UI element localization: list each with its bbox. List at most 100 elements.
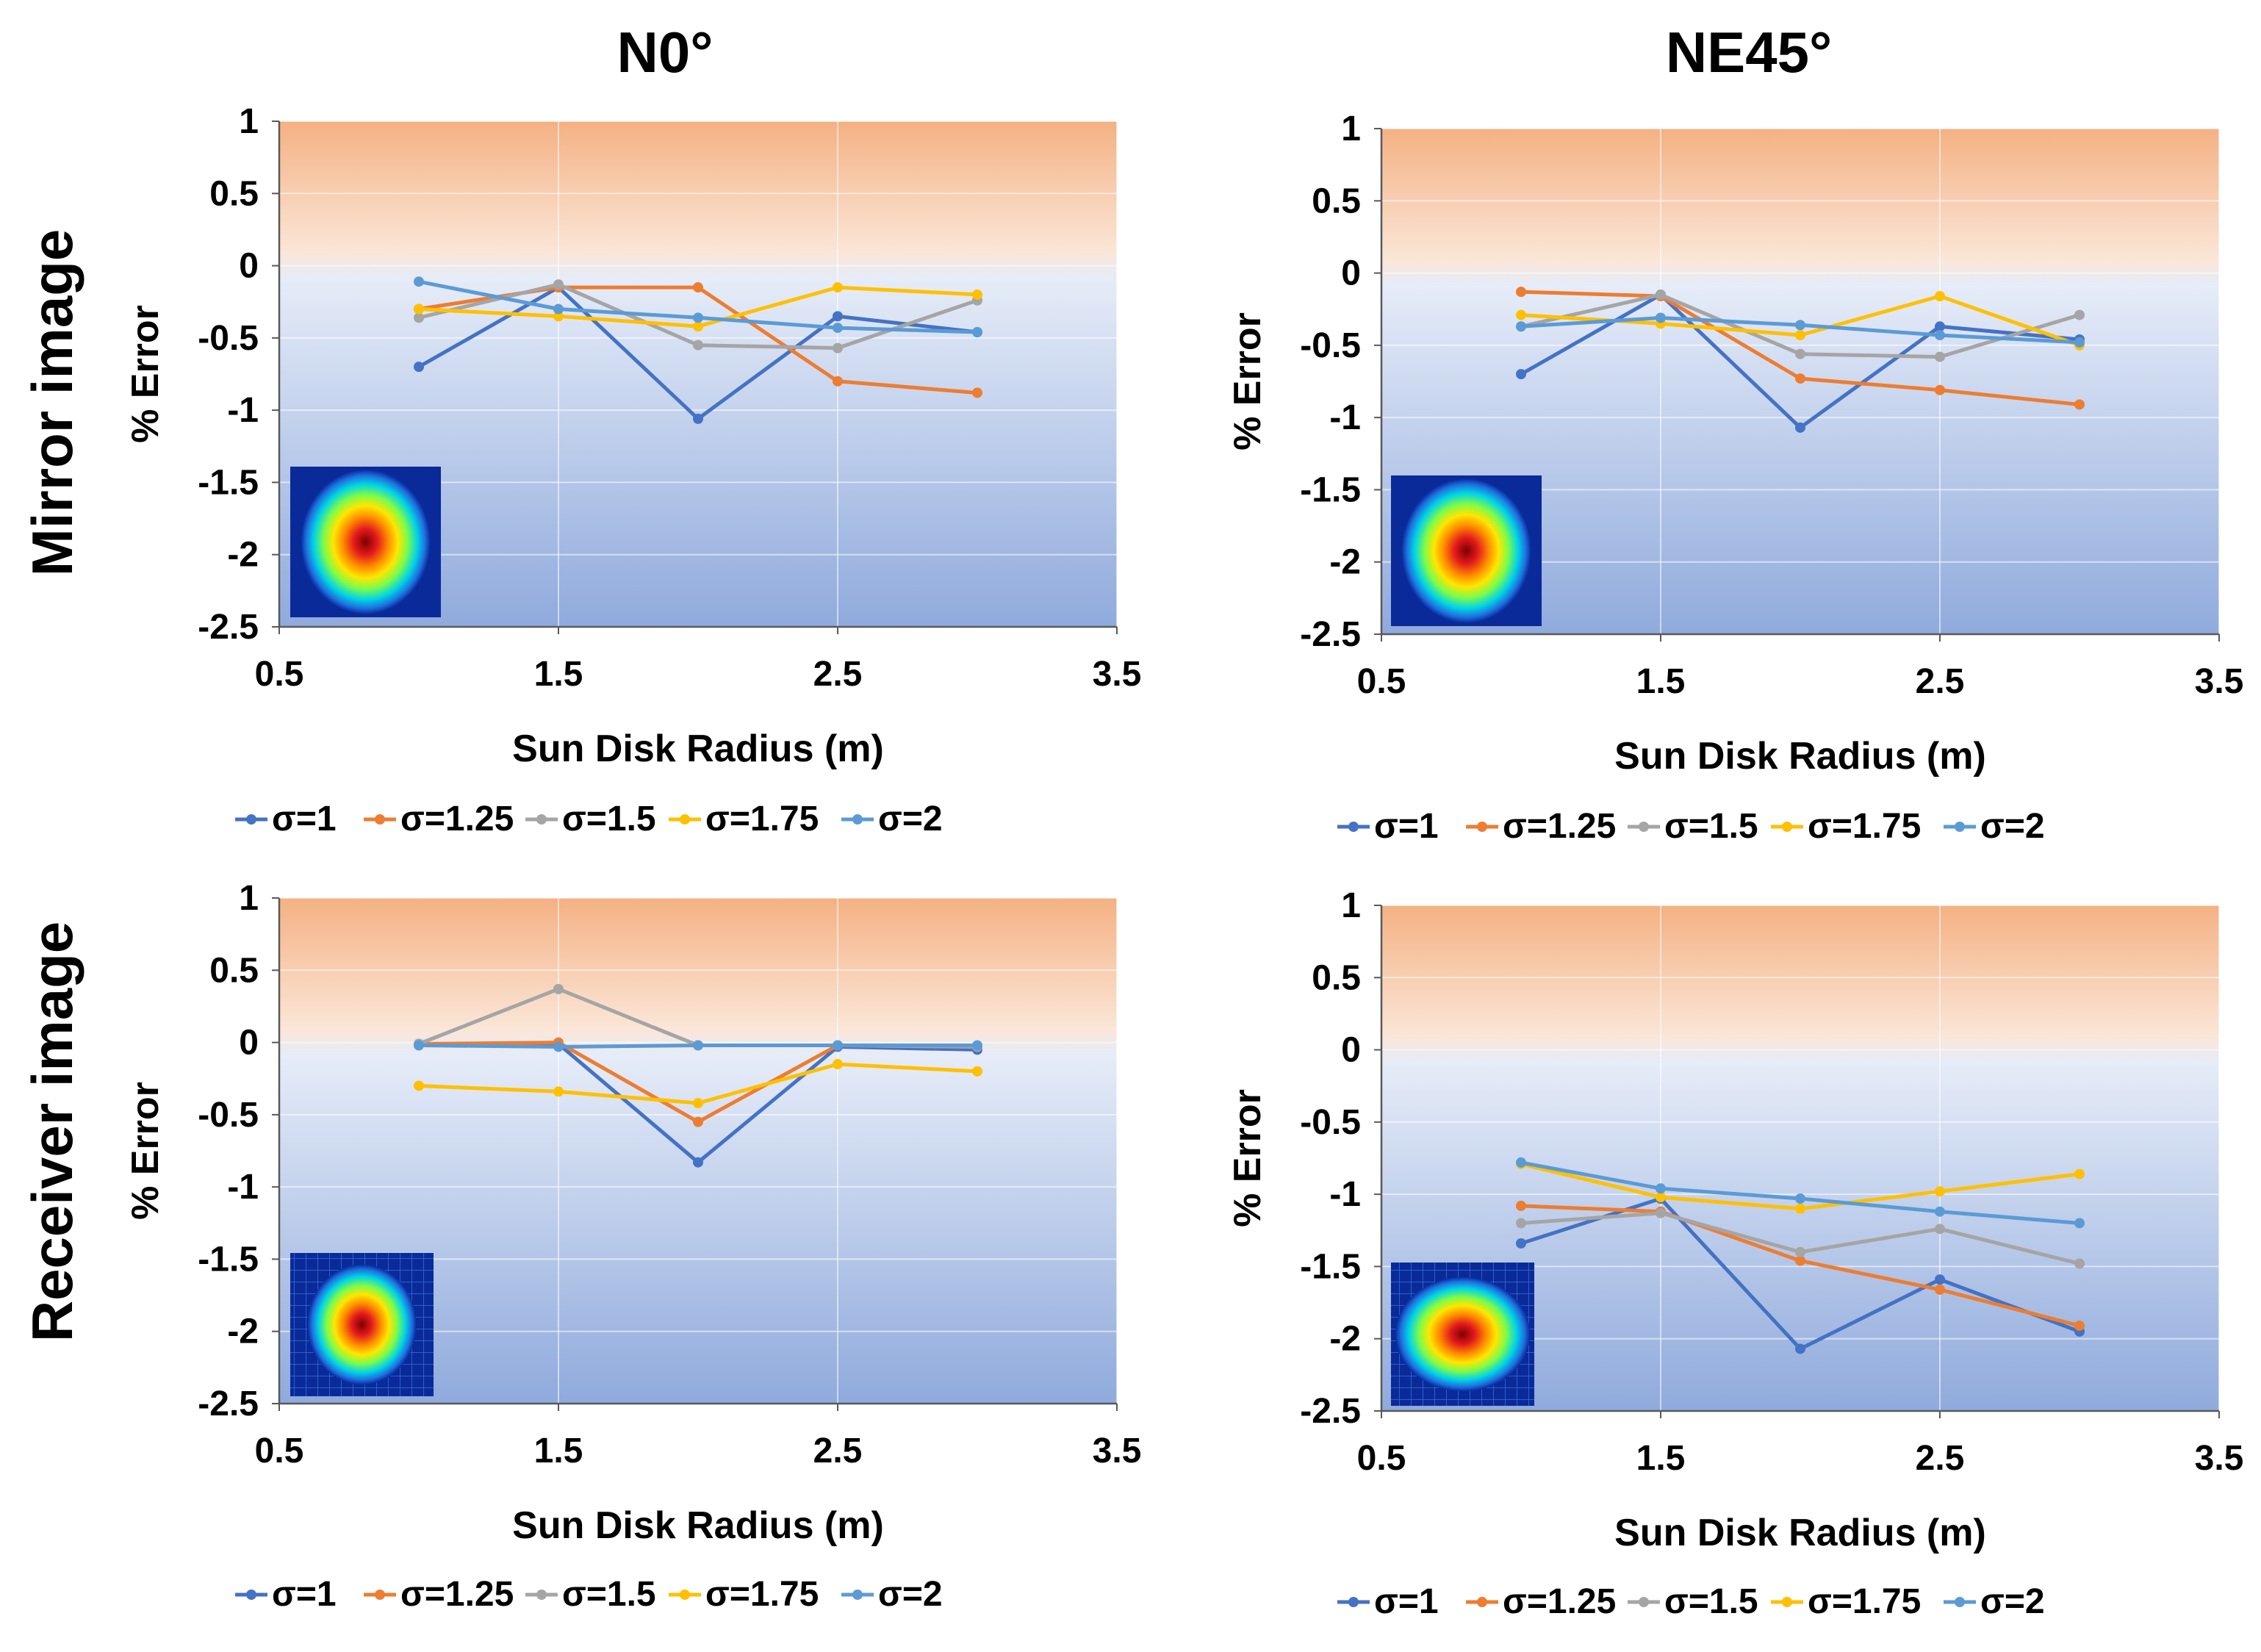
data-point <box>1656 290 1666 301</box>
y-tick-label: -0.5 <box>1300 1103 1361 1142</box>
legend-label: σ=1.75 <box>705 1575 819 1614</box>
data-point <box>1935 1206 1945 1217</box>
x-tick-label: 3.5 <box>1093 655 1142 694</box>
y-axis-title: % Error <box>1226 1089 1269 1227</box>
y-tick-label: -2 <box>227 1312 259 1351</box>
data-point <box>2074 309 2085 320</box>
y-axis-title: % Error <box>124 1082 167 1220</box>
legend-marker <box>852 814 863 825</box>
legend-marker <box>1782 1597 1792 1607</box>
column-title-ne45: NE45° <box>1666 20 1832 85</box>
data-point <box>2074 1321 2085 1332</box>
y-tick-label: -2 <box>227 536 259 575</box>
data-point <box>2074 1218 2085 1229</box>
data-point <box>1656 1192 1666 1203</box>
data-point <box>1795 1193 1805 1204</box>
y-tick-label: 0.5 <box>209 174 259 213</box>
data-point <box>1516 1238 1526 1249</box>
data-point <box>1935 321 1945 332</box>
data-point <box>1795 348 1805 359</box>
data-point <box>693 1116 703 1127</box>
data-point <box>414 1040 424 1051</box>
x-tick-label: 0.5 <box>1357 662 1406 701</box>
x-tick-label: 2.5 <box>1916 1439 1965 1478</box>
x-tick-label: 1.5 <box>1636 662 1686 701</box>
y-tick-label: -2.5 <box>1300 615 1361 654</box>
y-tick-label: -1 <box>227 391 259 430</box>
data-point <box>1935 1284 1945 1295</box>
y-tick-label: 1 <box>239 879 259 918</box>
data-point <box>1935 1224 1945 1235</box>
row-title-receiver-image: Receiver image <box>20 922 85 1342</box>
data-point <box>1935 330 1945 341</box>
y-tick-label: -1 <box>1329 398 1361 437</box>
data-point <box>553 311 564 322</box>
y-axis-title: % Error <box>124 305 167 443</box>
legend-label: σ=1.25 <box>400 800 514 838</box>
data-point <box>1516 287 1526 298</box>
data-point <box>833 342 843 353</box>
chart-panel: 1 0.5 0 -0.5 -1 -1.5 -2 -2.5 0.5 1.5 2.5 3.5 Sun Dis… <box>1226 886 2243 1621</box>
legend-marker <box>1348 1597 1359 1607</box>
x-tick-label: 3.5 <box>2195 1439 2244 1478</box>
chart-panel: 1 0.5 0 -0.5 -1 -1.5 -2 -2.5 0.5 1.5 2.5 3.5 Sun Dis… <box>1226 109 2243 846</box>
x-tick-label: 2.5 <box>1916 662 1965 701</box>
data-point <box>2074 337 2085 348</box>
x-tick-label: 3.5 <box>1093 1432 1142 1470</box>
x-tick-label: 2.5 <box>813 1432 863 1470</box>
y-tick-label: -1.5 <box>198 463 259 502</box>
y-tick-label: -1.5 <box>198 1240 259 1279</box>
data-point <box>414 1080 424 1091</box>
chart-panel: 1 0.5 0 -0.5 -1 -1.5 -2 -2.5 0.5 1.5 2.5 3.5 Sun Dis… <box>124 879 1141 1614</box>
data-point <box>553 1086 564 1097</box>
data-point <box>1795 373 1805 384</box>
legend-marker <box>852 1590 863 1600</box>
y-tick-label: 0.5 <box>1312 958 1361 997</box>
legend-marker <box>1782 822 1792 832</box>
data-point <box>1516 309 1526 320</box>
flux-spot <box>1395 1276 1531 1392</box>
row-title-mirror-image: Mirror image <box>20 229 85 576</box>
legend-marker <box>1955 822 1965 832</box>
data-point <box>1656 1207 1666 1218</box>
legend-marker <box>680 814 690 825</box>
y-tick-label: 0 <box>239 1024 259 1063</box>
flux-spot <box>1401 478 1531 623</box>
data-point <box>1935 1274 1945 1285</box>
data-point <box>693 1098 703 1109</box>
x-axis-title: Sun Disk Radius (m) <box>512 728 884 770</box>
data-point <box>1795 330 1805 341</box>
data-point <box>972 326 982 337</box>
legend-label: σ=1 <box>272 800 337 838</box>
y-tick-label: 0.5 <box>1312 182 1361 220</box>
data-point <box>553 1041 564 1052</box>
data-point <box>1935 1186 1945 1197</box>
legend-marker <box>536 1590 547 1600</box>
data-point <box>693 1157 703 1168</box>
y-tick-label: 0 <box>1341 254 1361 293</box>
data-point <box>972 289 982 300</box>
data-point <box>553 983 564 994</box>
data-point <box>1795 1343 1805 1354</box>
data-point <box>1516 1157 1526 1168</box>
legend-marker <box>1348 822 1359 832</box>
x-tick-label: 1.5 <box>534 655 583 694</box>
data-point <box>1656 1183 1666 1194</box>
data-point <box>1516 1200 1526 1211</box>
data-point <box>1795 1255 1805 1266</box>
legend-marker <box>536 814 547 825</box>
flux-spot <box>307 1264 417 1385</box>
legend-label: σ=2 <box>1980 807 2045 846</box>
y-tick-label: -1.5 <box>1300 470 1361 509</box>
legend-label: σ=1.75 <box>705 800 819 838</box>
y-tick-label: 1 <box>239 102 259 141</box>
data-point <box>1516 369 1526 380</box>
data-point <box>1516 1218 1526 1229</box>
legend-label: σ=1.75 <box>1808 807 1921 846</box>
legend-marker <box>1639 822 1649 832</box>
data-point <box>693 312 703 323</box>
legend-label: σ=1.5 <box>562 800 656 838</box>
legend-marker <box>375 814 385 825</box>
data-point <box>414 304 424 315</box>
